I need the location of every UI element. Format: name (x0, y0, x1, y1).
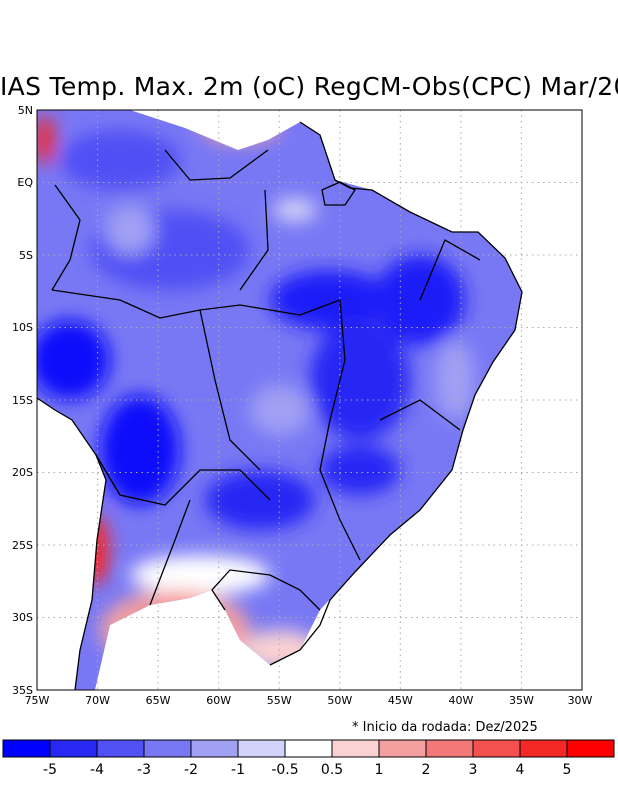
colorbar-label: -3 (137, 762, 151, 778)
lat-label: 10S (12, 321, 33, 334)
colorbar-labels: -5 -4 -3 -2 -1 -0.5 0.5 1 2 3 4 5 (43, 762, 571, 778)
colorbar-box (237, 739, 286, 758)
longitude-labels: 75W 70W 65W 60W 55W 50W 45W 40W 35W 30W (25, 694, 593, 707)
colorbar-label: -1 (231, 762, 245, 778)
colorbar-box (331, 739, 380, 758)
colorbar-box (190, 739, 239, 758)
lat-label: 15S (12, 394, 33, 407)
lat-label: 35S (12, 684, 33, 697)
map-title: IAS Temp. Max. 2m (oC) RegCM-Obs(CPC) Ma… (0, 72, 618, 101)
colorbar-label: 2 (422, 762, 431, 778)
lon-label: 35W (509, 694, 534, 707)
plot-frame (36, 109, 583, 691)
run-start-note: * Inicio da rodada: Dez/2025 (352, 720, 538, 735)
lon-label: 70W (85, 694, 110, 707)
colorbar-boxes (2, 739, 615, 758)
lat-label: 25S (12, 539, 33, 552)
colorbar-box (425, 739, 474, 758)
lon-label: 60W (206, 694, 231, 707)
colorbar-box (49, 739, 98, 758)
colorbar-label: 4 (516, 762, 525, 778)
colorbar-label: -0.5 (271, 762, 298, 778)
lat-label: 5N (18, 104, 33, 117)
latitude-labels: 5N EQ 5S 10S 15S 20S 25S 30S 35S (12, 104, 33, 697)
colorbar-label: -2 (184, 762, 198, 778)
coastline-and-borders (37, 121, 523, 690)
colorbar-label: 5 (563, 762, 572, 778)
lat-label: 30S (12, 611, 33, 624)
colorbar-box (284, 739, 333, 758)
lon-label: 75W (25, 694, 50, 707)
colorbar-label: 1 (375, 762, 384, 778)
colorbar-box (566, 739, 615, 758)
colorbar: -5 -4 -3 -2 -1 -0.5 0.5 1 2 3 4 5 (2, 739, 615, 778)
colorbar-label: 0.5 (321, 762, 343, 778)
colorbar-label: -4 (90, 762, 104, 778)
lat-label: 20S (12, 466, 33, 479)
temperature-bias-field (37, 110, 522, 690)
colorbar-box (2, 739, 51, 758)
colorbar-box (472, 739, 521, 758)
colorbar-label: 3 (469, 762, 478, 778)
lon-label: 45W (388, 694, 413, 707)
colorbar-label: -5 (43, 762, 57, 778)
lon-label: 65W (146, 694, 171, 707)
lat-label: EQ (17, 176, 33, 189)
colorbar-box (519, 739, 568, 758)
lon-label: 30W (568, 694, 593, 707)
lon-label: 50W (327, 694, 352, 707)
lat-label: 5S (19, 249, 33, 262)
lon-label: 55W (267, 694, 292, 707)
colorbar-box (378, 739, 427, 758)
colorbar-box (96, 739, 145, 758)
lon-label: 40W (448, 694, 473, 707)
colorbar-box (143, 739, 192, 758)
map-panel: 5N EQ 5S 10S 15S 20S 25S 30S 35S 75W 70W… (12, 104, 593, 707)
